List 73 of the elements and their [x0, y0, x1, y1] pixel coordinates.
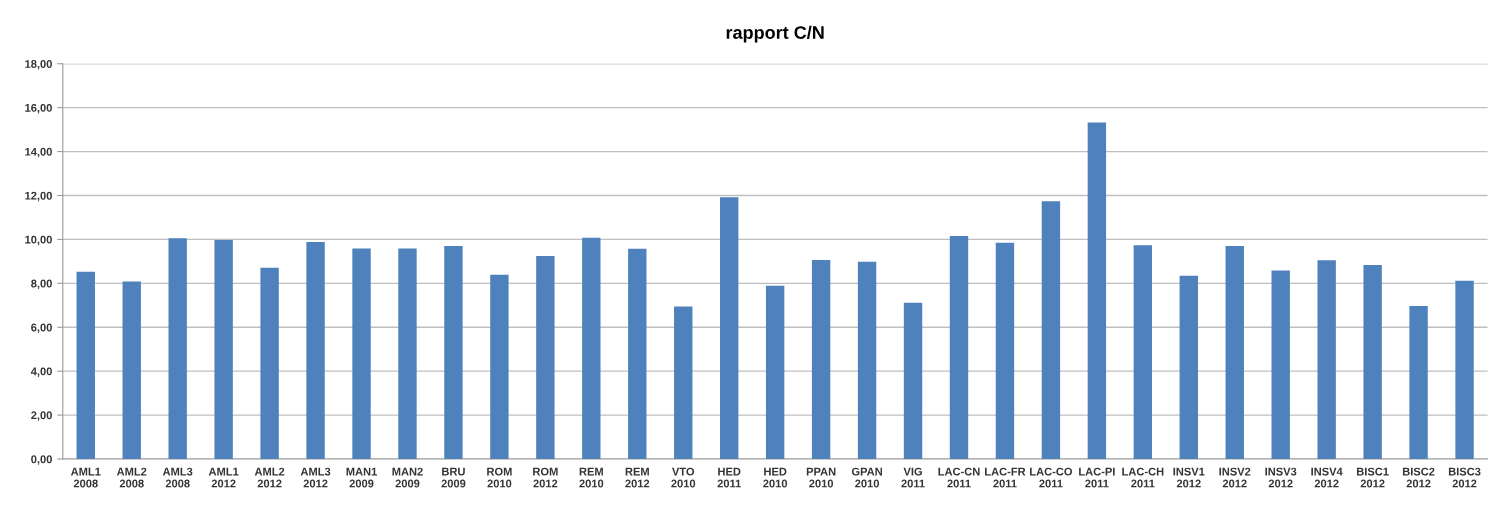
x-tick-label: INSV2 2012	[1219, 467, 1251, 488]
bar	[628, 248, 647, 459]
x-tick-label: HED 2010	[763, 467, 788, 488]
bar	[352, 248, 371, 459]
x-tick-label: INSV4 2012	[1311, 467, 1343, 488]
y-tick-label: 4,00	[30, 367, 52, 377]
x-tick-label: AML1 2008	[70, 467, 101, 488]
bar	[1317, 260, 1336, 459]
x-tick-label: BISC3 2012	[1448, 467, 1481, 488]
x-tick-label: VIG 2011	[901, 467, 925, 488]
bar	[122, 281, 141, 459]
bar	[995, 242, 1015, 459]
x-tick-label: BISC2 2012	[1402, 467, 1435, 488]
chart-title: rapport C/N	[726, 25, 824, 43]
bar	[949, 236, 969, 459]
bar	[582, 237, 601, 459]
x-tick-label: REM 2010	[579, 467, 604, 488]
bar	[1455, 280, 1474, 459]
x-tick-label: PPAN 2010	[806, 467, 836, 488]
x-tick-label: BRU 2009	[441, 467, 466, 488]
x-tick-label: AML2 2012	[254, 467, 285, 488]
y-tick-label: 6,00	[31, 323, 52, 333]
x-tick-label: LAC-CH 2011	[1122, 467, 1164, 488]
bar	[1409, 305, 1428, 459]
x-tick-label: LAC-CN 2011	[938, 467, 980, 488]
bar	[306, 242, 325, 459]
bar	[1087, 122, 1107, 459]
bar	[214, 240, 233, 459]
x-tick-label: AML2 2008	[116, 467, 147, 488]
x-tick-label: LAC-CO 2011	[1030, 467, 1073, 488]
x-tick-label: AML1 2012	[208, 467, 239, 488]
x-tick-label: MAN1 2009	[346, 467, 377, 488]
y-tick-label: 0,00	[31, 455, 52, 465]
x-tick-label: LAC-PI 2011	[1079, 467, 1115, 488]
y-tick-label: 2,00	[31, 411, 52, 421]
bar	[811, 260, 831, 459]
bar	[857, 261, 877, 459]
y-tick-label: 16,00	[25, 103, 52, 114]
bar	[720, 197, 739, 459]
y-tick-label: 12,00	[25, 191, 52, 202]
bar	[168, 238, 187, 459]
x-tick-label: GPAN 2010	[851, 467, 882, 488]
y-tick-label: 14,00	[25, 147, 52, 158]
x-tick-label: LAC-FR 2011	[985, 467, 1026, 488]
bar	[1225, 246, 1244, 459]
bar	[1133, 245, 1153, 459]
bar	[490, 274, 509, 459]
bar	[444, 246, 463, 459]
x-tick-label: REM 2012	[625, 467, 650, 488]
x-tick-label: AML3 2012	[300, 467, 331, 488]
bar	[398, 248, 417, 459]
x-tick-label: ROM 2012	[533, 467, 558, 488]
x-tick-label: INSV1 2012	[1173, 467, 1205, 488]
y-tick-label: 10,00	[25, 235, 52, 246]
y-tick-label: 18,00	[25, 60, 52, 70]
bar	[536, 256, 555, 459]
x-tick-label: INSV3 2012	[1265, 467, 1297, 488]
x-tick-label: HED 2011	[717, 467, 741, 488]
bar	[1363, 265, 1382, 459]
y-tick-label: 8,00	[31, 279, 52, 290]
bar	[260, 267, 279, 459]
x-tick-label: AML3 2008	[162, 467, 193, 488]
bar	[903, 302, 923, 459]
bar	[674, 306, 693, 459]
x-tick-label: ROM 2010	[487, 467, 512, 488]
bar	[76, 271, 95, 459]
x-tick-label: BISC1 2012	[1357, 467, 1389, 488]
bar	[1179, 275, 1198, 459]
bar	[1271, 270, 1290, 459]
bar	[765, 285, 785, 459]
bar	[1041, 201, 1061, 459]
x-tick-label: MAN2 2009	[392, 467, 423, 488]
x-tick-label: VTO 2010	[671, 467, 696, 488]
